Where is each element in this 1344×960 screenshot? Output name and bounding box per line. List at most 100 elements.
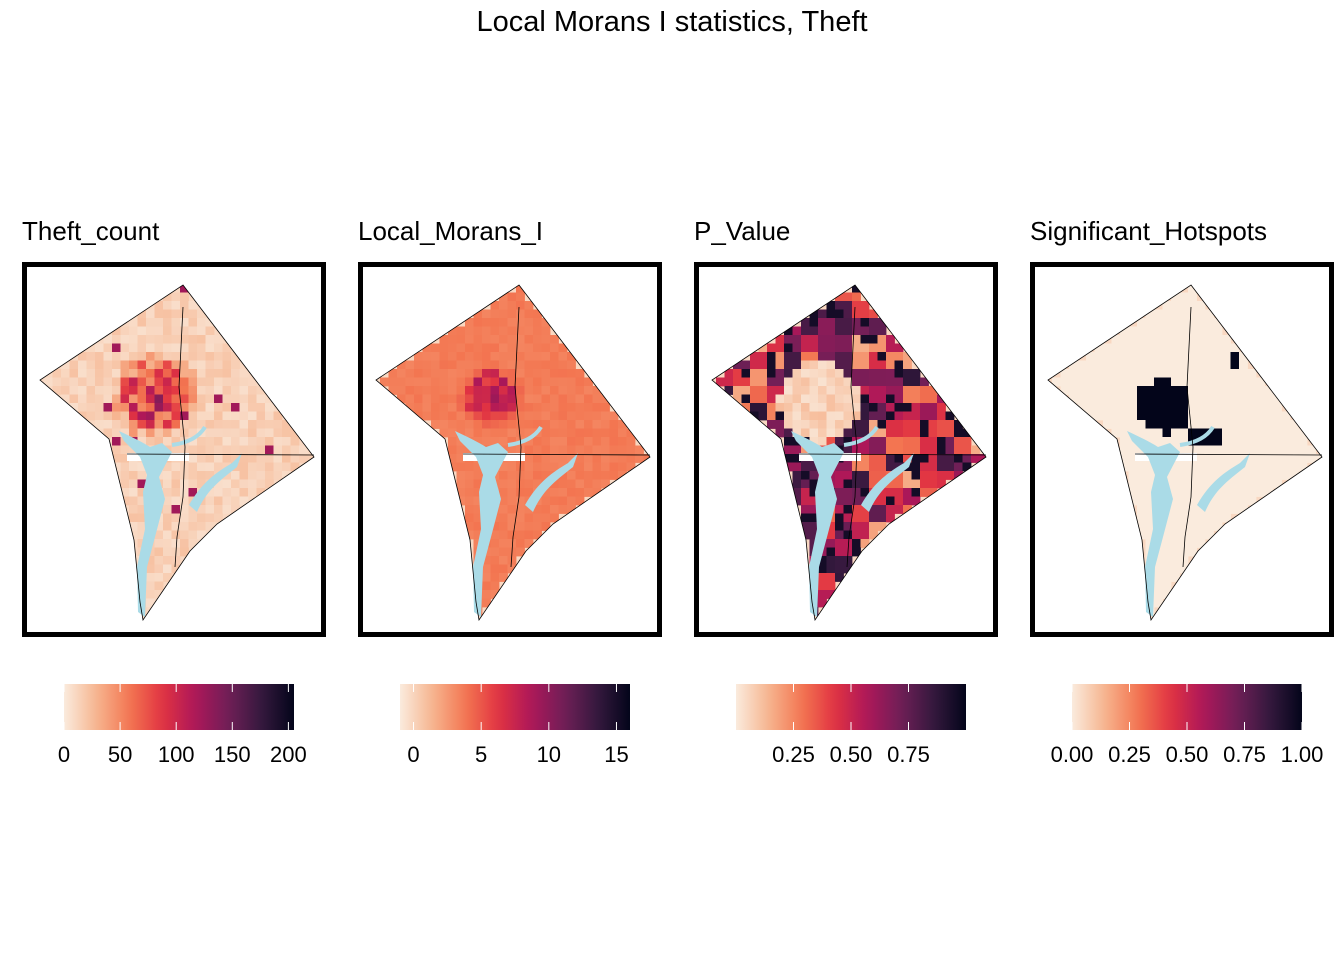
raster-cell [1154, 403, 1163, 412]
raster-cell [222, 411, 232, 421]
raster-cell [1205, 445, 1214, 455]
raster-cell [903, 437, 912, 446]
raster-cell [137, 479, 147, 489]
raster-cell [801, 428, 810, 438]
raster-cell [920, 445, 929, 455]
raster-cell [239, 496, 249, 506]
raster-cell [1145, 530, 1155, 540]
raster-cell [767, 403, 776, 412]
raster-cell [129, 428, 138, 438]
raster-cell [1128, 386, 1138, 395]
raster-cell [945, 462, 955, 472]
raster-cell [801, 403, 810, 412]
raster-cell [886, 496, 895, 506]
raster-cell [1103, 394, 1112, 404]
raster-cell [835, 377, 844, 387]
raster-cell [86, 352, 96, 361]
raster-cell [239, 488, 249, 497]
raster-cell [843, 309, 853, 319]
raster-cell [945, 454, 955, 463]
raster-cell [222, 428, 232, 438]
raster-cell [422, 394, 432, 404]
raster-cell [146, 377, 155, 387]
raster-cell [1196, 462, 1206, 472]
raster-cell [860, 428, 870, 438]
raster-cell [431, 411, 440, 421]
raster-cell [1188, 488, 1197, 497]
river-channel [1179, 425, 1215, 447]
raster-cell [1128, 454, 1138, 463]
raster-cell [818, 343, 827, 353]
raster-cell [843, 471, 853, 480]
raster-cell [877, 437, 887, 446]
raster-cell [835, 556, 844, 565]
raster-cell [584, 488, 593, 497]
raster-cell [775, 403, 785, 412]
raster-cell [499, 292, 508, 302]
raster-cell [499, 343, 508, 353]
raster-cell [1171, 343, 1180, 353]
raster-cell [937, 411, 946, 421]
raster-cell [499, 513, 508, 523]
raster-cell [112, 386, 121, 395]
raster-cell [473, 479, 483, 489]
raster-cell [499, 309, 508, 319]
raster-cell [911, 420, 921, 429]
raster-cell [205, 462, 215, 472]
raster-cell [609, 445, 619, 455]
raster-cell [843, 326, 853, 336]
raster-cell [1247, 454, 1257, 463]
raster-cell [1145, 411, 1155, 421]
raster-cell [1188, 513, 1197, 523]
raster-cell [937, 445, 946, 455]
raster-cell [499, 394, 508, 404]
raster-cell [482, 556, 491, 565]
raster-cell [911, 445, 921, 455]
raster-cell [575, 403, 585, 412]
raster-cell [550, 343, 559, 353]
raster-grid [716, 285, 986, 616]
raster-cell [1281, 454, 1291, 463]
raster-cell [282, 471, 291, 480]
raster-cell [1145, 326, 1155, 336]
raster-cell [1205, 530, 1214, 540]
raster-cell [205, 377, 215, 387]
raster-cell [792, 369, 802, 378]
raster-cell [801, 471, 810, 480]
raster-cell [414, 386, 423, 395]
raster-cell [524, 479, 534, 489]
map-frame [694, 262, 998, 637]
raster-cell [507, 377, 517, 387]
raster-cell [146, 309, 155, 319]
raster-cell [750, 386, 759, 395]
raster-cell [137, 462, 147, 472]
raster-cell [903, 420, 912, 429]
raster-cell [1120, 343, 1129, 353]
raster-cell [1205, 522, 1214, 531]
raster-cell [886, 369, 895, 378]
raster-cell [188, 454, 198, 463]
raster-cell [852, 335, 861, 344]
raster-cell [784, 454, 793, 463]
raster-cell [507, 564, 517, 574]
raster-cell [1077, 360, 1087, 370]
raster-cell [567, 454, 576, 463]
raster-cell [273, 445, 283, 455]
raster-cell [465, 428, 474, 438]
raster-cell [550, 420, 559, 429]
raster-cell [954, 420, 963, 429]
raster-cell [1179, 513, 1189, 523]
raster-cell [741, 360, 751, 370]
raster-cell [439, 360, 449, 370]
raster-cell [741, 403, 751, 412]
raster-cell [231, 360, 240, 370]
raster-cell [843, 556, 853, 565]
raster-cell [1256, 454, 1265, 463]
raster-cell [1162, 403, 1172, 412]
raster-cell [826, 590, 836, 599]
raster-cell [1239, 505, 1248, 514]
raster-cell [154, 420, 164, 429]
raster-cell [1239, 411, 1248, 421]
legend-tick-label: 50 [107, 742, 133, 767]
raster-cell [533, 369, 542, 378]
